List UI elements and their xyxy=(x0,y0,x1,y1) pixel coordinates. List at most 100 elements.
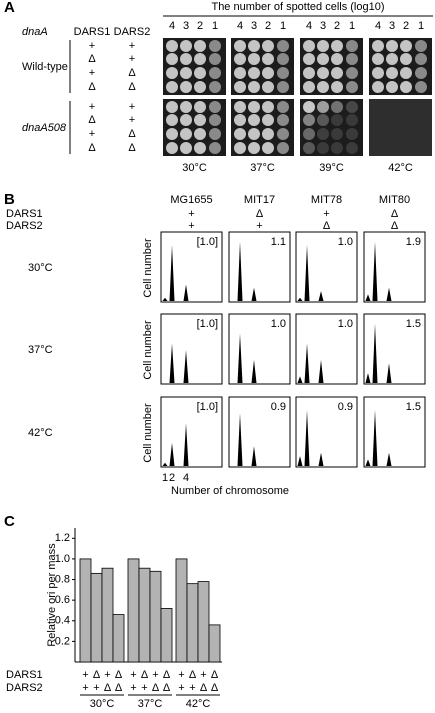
histogram-frame xyxy=(228,313,291,385)
spot xyxy=(372,40,384,52)
spot xyxy=(277,101,289,113)
ratio-label: [1.0] xyxy=(197,318,218,330)
dilution-label: 3 xyxy=(183,20,189,32)
spot xyxy=(386,81,398,93)
spot xyxy=(317,142,329,154)
spot xyxy=(234,53,246,65)
histogram-peaks xyxy=(230,333,289,383)
strain-label: dnaA508 xyxy=(22,122,67,134)
genotype: Δ xyxy=(391,208,399,220)
spot xyxy=(317,53,329,65)
column-header: dnaA xyxy=(22,26,48,38)
strain-name: MIT78 xyxy=(311,194,342,206)
group-label: 42°C xyxy=(186,698,211,710)
spot xyxy=(303,128,315,140)
histogram-frame xyxy=(228,396,291,468)
genotype: Δ xyxy=(115,669,123,681)
spot xyxy=(194,142,206,154)
spot xyxy=(234,81,246,93)
spot xyxy=(194,101,206,113)
histogram-peaks xyxy=(297,244,356,301)
spot xyxy=(400,53,412,65)
genotype: Δ xyxy=(323,220,331,232)
spot xyxy=(166,142,178,154)
spot xyxy=(180,128,192,140)
spot xyxy=(209,67,221,79)
spot xyxy=(248,67,260,79)
dilution-label: 1 xyxy=(349,20,355,32)
histogram-frame xyxy=(160,396,223,468)
genotype: + xyxy=(89,67,95,79)
temperature-label: 42°C xyxy=(388,162,413,174)
ratio-label: [1.0] xyxy=(197,236,218,248)
bar xyxy=(79,558,92,663)
bar xyxy=(149,570,162,663)
spot xyxy=(372,53,384,65)
genotype: Δ xyxy=(88,114,96,126)
y-axis-label: Relative ori per mass xyxy=(46,543,58,647)
spot xyxy=(248,114,260,126)
spot xyxy=(234,67,246,79)
spot xyxy=(346,142,358,154)
ratio-label: 1.5 xyxy=(406,401,421,413)
spot xyxy=(262,101,274,113)
bar xyxy=(197,581,210,663)
genotype: Δ xyxy=(256,208,264,220)
strain-name: MIT17 xyxy=(244,194,275,206)
spot xyxy=(166,81,178,93)
spot xyxy=(262,128,274,140)
y-axis-label: Cell number xyxy=(142,320,154,380)
spot xyxy=(400,81,412,93)
spot xyxy=(180,40,192,52)
histogram-frame xyxy=(160,313,223,385)
genotype: + xyxy=(256,220,262,232)
histogram-peaks xyxy=(162,423,221,466)
spot xyxy=(415,67,427,79)
spot xyxy=(317,81,329,93)
histogram-peaks xyxy=(230,241,289,301)
spot xyxy=(277,53,289,65)
spot xyxy=(303,53,315,65)
spot xyxy=(166,67,178,79)
ratio-label: 0.9 xyxy=(338,401,353,413)
ratio-label: 1.5 xyxy=(406,318,421,330)
spot xyxy=(194,40,206,52)
spot xyxy=(209,53,221,65)
dilution-label: 2 xyxy=(334,20,340,32)
panel-label: A xyxy=(4,0,15,16)
genotype: Δ xyxy=(189,669,197,681)
spot xyxy=(166,40,178,52)
bar xyxy=(208,624,221,663)
histogram-peaks xyxy=(365,323,424,383)
spot xyxy=(277,40,289,52)
genotype: + xyxy=(129,114,135,126)
column-header: DARS2 xyxy=(114,26,151,38)
spot xyxy=(248,81,260,93)
spot xyxy=(331,142,343,154)
genotype: + xyxy=(188,220,194,232)
genotype: Δ xyxy=(115,682,123,694)
dilution-label: 4 xyxy=(169,20,175,32)
spot xyxy=(317,128,329,140)
spot xyxy=(372,67,384,79)
temperature-label: 37°C xyxy=(250,162,275,174)
histogram-frame xyxy=(295,313,358,385)
histogram-frame xyxy=(295,396,358,468)
dilution-label: 4 xyxy=(375,20,381,32)
spot xyxy=(331,114,343,126)
y-tick-label: 0.6 xyxy=(55,594,70,606)
genotype: + xyxy=(89,40,95,52)
temperature-label: 30°C xyxy=(182,162,207,174)
temperature-label: 37°C xyxy=(28,344,53,356)
bar xyxy=(127,558,140,663)
spot xyxy=(234,128,246,140)
bar xyxy=(186,583,199,663)
bar xyxy=(112,614,125,663)
spot xyxy=(303,67,315,79)
spot xyxy=(194,114,206,126)
spot xyxy=(303,142,315,154)
genotype: Δ xyxy=(104,682,112,694)
spot xyxy=(277,81,289,93)
ratio-label: 1.0 xyxy=(338,318,353,330)
row-label: DARS1 xyxy=(6,669,43,681)
